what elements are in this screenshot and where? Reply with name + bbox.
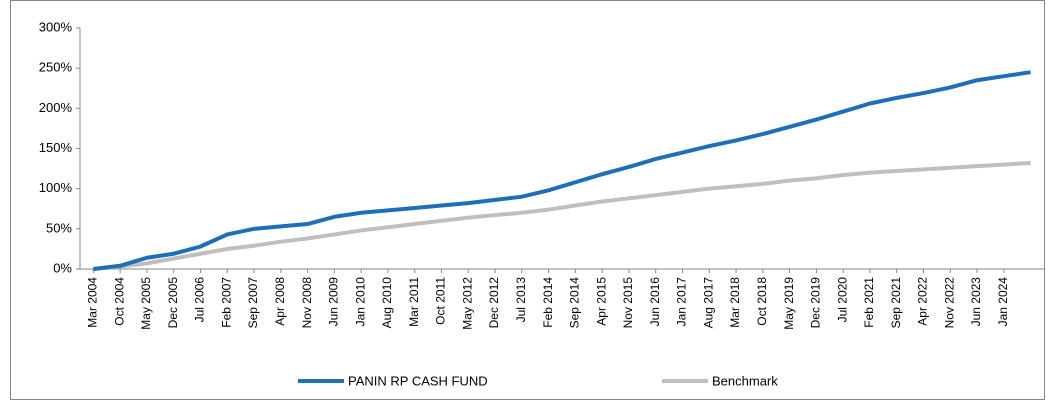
x-tick-label: Jul 2013: [514, 277, 528, 323]
x-tick-label: Apr 2022: [916, 277, 930, 326]
x-tick-label: Sep 2021: [889, 277, 903, 329]
y-tick-label: 0%: [53, 260, 72, 275]
x-tick-label: Sep 2014: [568, 277, 582, 329]
y-tick-label: 300%: [39, 19, 73, 34]
x-tick-label: Apr 2015: [594, 277, 608, 326]
legend-label: PANIN RP CASH FUND: [348, 373, 488, 388]
x-tick-label: Dec 2012: [487, 277, 501, 329]
x-tick-label: Jul 2006: [193, 277, 207, 323]
x-tick-label: Jan 2010: [353, 277, 367, 327]
x-tick-label: Jul 2020: [835, 277, 849, 323]
x-tick-label: Apr 2008: [273, 277, 287, 326]
series-line: [93, 70, 1031, 271]
x-tick-label: Oct 2018: [755, 277, 769, 326]
y-tick-label: 150%: [39, 140, 73, 155]
x-tick-label: Dec 2019: [809, 277, 823, 329]
y-tick-label: 50%: [46, 220, 72, 235]
x-tick-label: May 2019: [782, 277, 796, 330]
x-tick-label: Mar 2004: [86, 277, 100, 328]
x-tick-label: Jan 2024: [996, 277, 1010, 327]
y-tick-label: 100%: [39, 180, 73, 195]
y-tick-label: 250%: [39, 60, 73, 75]
x-tick-label: Feb 2014: [541, 277, 555, 328]
x-tick-label: Mar 2011: [407, 277, 421, 327]
x-tick-label: Mar 2018: [728, 277, 742, 328]
x-tick-label: Oct 2011: [434, 277, 448, 325]
x-tick-label: Nov 2008: [300, 277, 314, 329]
x-tick-label: May 2005: [139, 277, 153, 330]
legend-label: Benchmark: [712, 373, 778, 388]
series-line: [93, 160, 1031, 271]
chart-frame: [10, 0, 1045, 400]
x-tick-label: May 2012: [460, 277, 474, 330]
x-tick-label: Jun 2016: [648, 277, 662, 327]
x-tick-label: Nov 2015: [621, 277, 635, 329]
x-tick-label: Sep 2007: [246, 277, 260, 329]
x-tick-label: Dec 2005: [166, 277, 180, 329]
x-tick-label: Feb 2021: [862, 277, 876, 328]
x-tick-label: Feb 2007: [219, 277, 233, 328]
x-tick-label: Aug 2010: [380, 277, 394, 329]
y-tick-label: 200%: [39, 100, 73, 115]
x-tick-label: Oct 2004: [112, 277, 126, 326]
x-tick-label: Jan 2017: [675, 277, 689, 327]
x-tick-label: Jun 2009: [327, 277, 341, 327]
x-tick-label: Nov 2022: [942, 277, 956, 329]
x-tick-label: Jun 2023: [969, 277, 983, 327]
x-tick-label: Aug 2017: [701, 277, 715, 329]
